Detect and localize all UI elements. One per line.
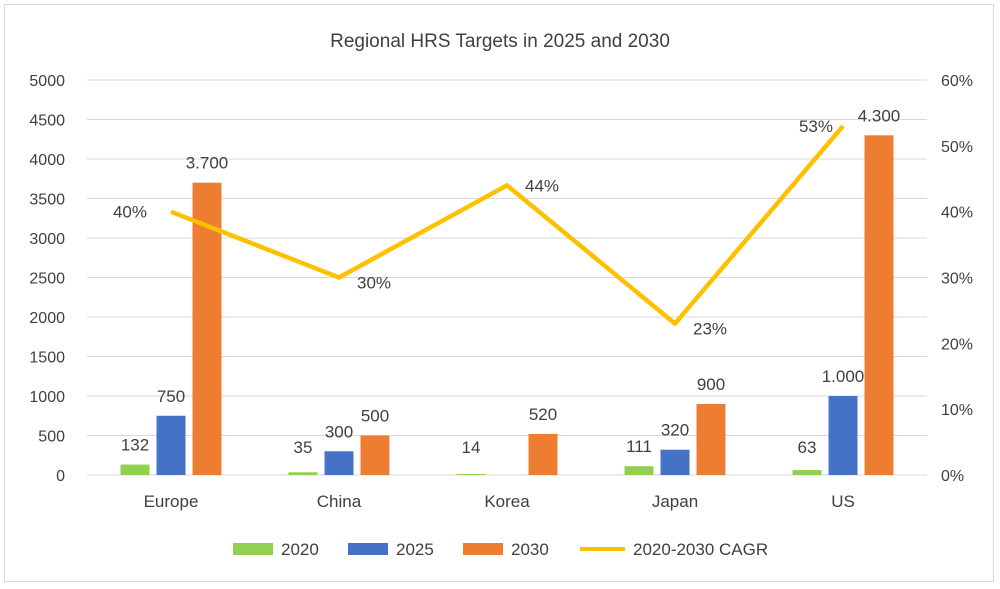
x-tick-label: Japan xyxy=(652,492,698,511)
bar-2020-japan xyxy=(624,466,654,475)
cagr-label: 44% xyxy=(525,176,559,195)
x-tick-label: US xyxy=(831,492,855,511)
data-label: 63 xyxy=(798,438,817,457)
bar-2030-japan xyxy=(696,403,726,475)
x-tick-label: Europe xyxy=(144,492,199,511)
legend-label: 2030 xyxy=(511,540,549,559)
data-label: 300 xyxy=(325,422,353,441)
y2-tick-label: 60% xyxy=(941,73,973,90)
data-label: 4.300 xyxy=(858,106,901,125)
bar-2020-korea xyxy=(456,473,486,475)
y-tick-label: 3500 xyxy=(29,192,65,209)
y2-tick-label: 50% xyxy=(941,139,973,156)
data-label: 1.000 xyxy=(822,367,865,386)
cagr-label: 30% xyxy=(357,274,391,293)
bars xyxy=(120,135,894,476)
data-label: 132 xyxy=(121,436,149,455)
chart-title: Regional HRS Targets in 2025 and 2030 xyxy=(330,31,670,52)
y-tick-label: 2000 xyxy=(29,310,65,327)
legend-label: 2020-2030 CAGR xyxy=(633,540,768,559)
x-axis: Europe China Korea Japan US xyxy=(144,492,855,511)
y-tick-label: 1500 xyxy=(29,350,65,367)
y-axis-left: 0 500 1000 1500 2000 2500 3000 3500 4000 4500 5000 xyxy=(29,73,65,485)
cagr-label: 53% xyxy=(799,117,833,136)
x-tick-label: Korea xyxy=(484,492,530,511)
legend-swatch xyxy=(233,543,273,555)
data-label: 520 xyxy=(529,405,557,424)
data-label: 320 xyxy=(661,421,689,440)
y-tick-label: 3000 xyxy=(29,231,65,248)
gridlines xyxy=(87,79,927,476)
cagr-label: 40% xyxy=(113,203,147,222)
y-tick-label: 4500 xyxy=(29,113,65,130)
legend-label: 2025 xyxy=(396,540,434,559)
x-tick-label: China xyxy=(317,492,362,511)
data-label: 900 xyxy=(697,375,725,394)
y-tick-label: 4000 xyxy=(29,152,65,169)
bar-2030-us xyxy=(864,135,894,476)
y-tick-label: 0 xyxy=(56,468,65,485)
y-tick-label: 5000 xyxy=(29,73,65,90)
y2-tick-label: 10% xyxy=(941,402,973,419)
data-label: 35 xyxy=(294,438,313,457)
bar-2030-china xyxy=(360,435,390,475)
y-tick-label: 500 xyxy=(38,429,65,446)
bar-2020-europe xyxy=(120,464,150,475)
bar-2025-china xyxy=(324,451,354,475)
chart-svg: Regional HRS Targets in 2025 and 2030 0 5… xyxy=(29,31,973,559)
bar-2020-china xyxy=(288,472,318,475)
cagr-polyline xyxy=(170,124,845,326)
cagr-line: 40% 30% 44% 23% 53% xyxy=(113,117,845,339)
legend-swatch xyxy=(348,543,388,555)
bar-2030-korea xyxy=(528,433,558,475)
data-label: 111 xyxy=(626,437,652,456)
y-tick-label: 1000 xyxy=(29,389,65,406)
data-label: 750 xyxy=(157,387,185,406)
bar-2025-us xyxy=(828,396,858,475)
y-axis-right: 0% 10% 20% 30% 40% 50% 60% xyxy=(941,73,973,485)
y-tick-label: 2500 xyxy=(29,271,65,288)
data-label: 3.700 xyxy=(186,154,229,173)
y2-tick-label: 30% xyxy=(941,271,973,288)
bar-2025-europe xyxy=(156,415,186,475)
bar-2020-us xyxy=(792,470,822,475)
data-labels: 132 35 14 111 63 750 300 320 1.000 3.700 500 520 900… xyxy=(121,106,900,457)
legend: 2020 2025 2030 2020-2030 CAGR xyxy=(233,540,768,559)
cagr-label: 23% xyxy=(693,320,727,339)
data-label: 14 xyxy=(462,438,481,457)
y2-tick-label: 0% xyxy=(941,468,964,485)
data-label: 500 xyxy=(361,407,389,426)
chart-frame: Regional HRS Targets in 2025 and 2030 0 5… xyxy=(4,4,994,582)
y2-tick-label: 40% xyxy=(941,205,973,222)
bar-2025-japan xyxy=(660,449,690,475)
legend-swatch xyxy=(463,543,503,555)
y2-tick-label: 20% xyxy=(941,336,973,353)
legend-label: 2020 xyxy=(281,540,319,559)
